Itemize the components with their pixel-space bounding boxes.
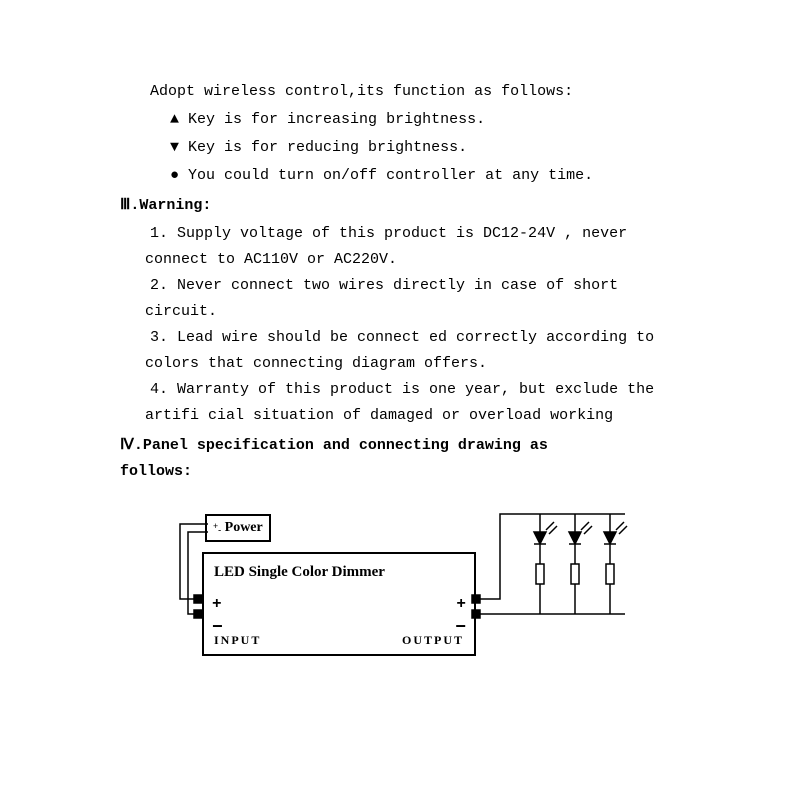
power-minus-icon: - [218,525,221,535]
bullet-down: ▼ Key is for reducing brightness. [170,136,700,160]
bullet-up-marker: ▲ [170,111,179,128]
warning-1-cont: connect to AC110V or AC220V. [145,248,700,272]
warning-2-cont: circuit. [145,300,700,324]
intro-suffix: its function as follows: [357,83,573,100]
dimmer-box: LED Single Color Dimmer + − + − INPUT OU… [202,552,476,656]
section-4-heading-line2: follows: [120,460,700,484]
section-4-heading-line1: Ⅳ.Panel specification and connecting dra… [120,434,700,458]
warning-3-cont: colors that connecting diagram offers. [145,352,700,376]
warning-1: 1. Supply voltage of this product is DC1… [150,222,700,246]
wiring-diagram: +- Power LED Single Color Dimmer + − + −… [130,514,650,674]
section-3-heading: Ⅲ.Warning: [120,194,700,218]
input-label: INPUT [214,631,261,650]
intro-prefix: Adopt wireless control, [150,83,357,100]
bullet-up-text: Key is for increasing brightness. [188,111,485,128]
power-box: +- Power [205,514,271,542]
bullet-dot: ● You could turn on/off controller at an… [170,164,700,188]
bullet-down-marker: ▼ [170,139,179,156]
bullet-up: ▲ Key is for increasing brightness. [170,108,700,132]
warning-4: 4. Warranty of this product is one year,… [150,378,700,402]
bullet-dot-marker: ● [170,167,179,184]
power-label: Power [225,520,263,535]
bullet-down-text: Key is for reducing brightness. [188,139,467,156]
output-label: OUTPUT [402,631,464,650]
dimmer-title: LED Single Color Dimmer [214,560,385,584]
intro-line: Adopt wireless control,its function as f… [150,80,700,104]
warning-3: 3. Lead wire should be connect ed correc… [150,326,700,350]
warning-4-cont: artifi cial situation of damaged or over… [145,404,700,428]
warning-2: 2. Never connect two wires directly in c… [150,274,700,298]
bullet-dot-text: You could turn on/off controller at any … [188,167,593,184]
